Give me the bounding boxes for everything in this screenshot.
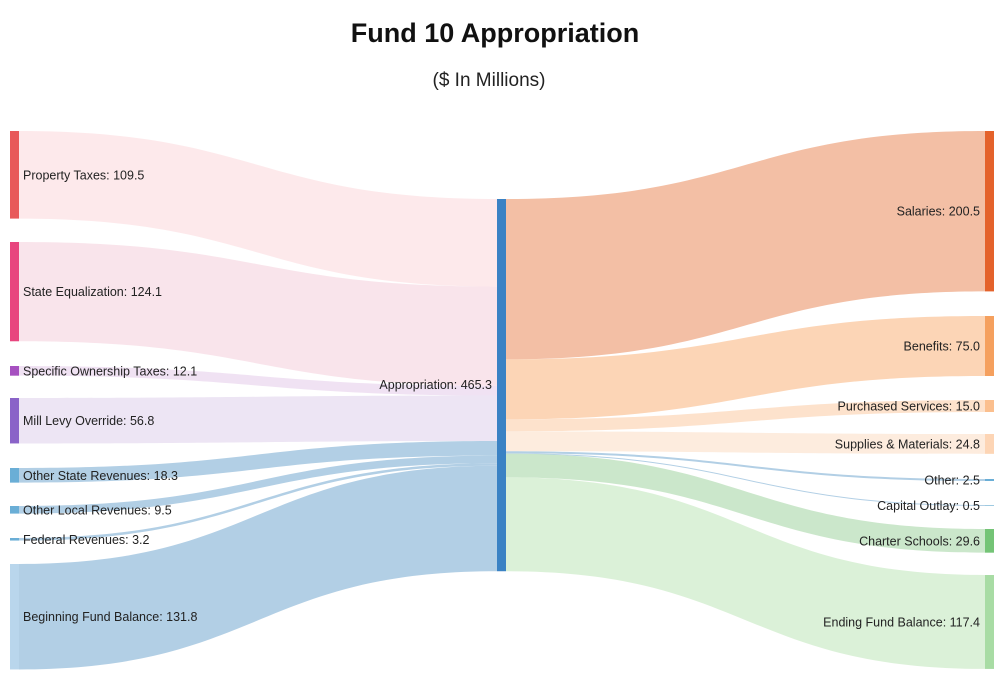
- target-node: [985, 479, 994, 481]
- source-label: Other State Revenues: 18.3: [23, 469, 178, 483]
- target-node: [985, 316, 994, 376]
- source-node: [10, 242, 19, 342]
- link-property-taxes: [19, 131, 497, 287]
- center-label: Appropriation: 465.3: [379, 378, 492, 392]
- source-label: Beginning Fund Balance: 131.8: [23, 610, 197, 624]
- link-federal-revenues: [19, 463, 497, 541]
- target-label: Charter Schools: 29.6: [859, 534, 980, 548]
- source-node: [10, 506, 19, 514]
- chart-subtitle: ($ In Millions): [432, 70, 546, 91]
- source-node: [10, 468, 19, 483]
- target-node: [985, 529, 994, 553]
- link-other-local-revenues: [19, 455, 497, 514]
- target-label: Purchased Services: 15.0: [838, 400, 980, 414]
- target-label: Supplies & Materials: 24.8: [835, 437, 980, 451]
- link-purchased-services: [506, 400, 985, 432]
- source-label: Specific Ownership Taxes: 12.1: [23, 364, 197, 378]
- source-node: [10, 538, 19, 541]
- link-mill-levy-override: [19, 395, 497, 444]
- source-node: [10, 366, 19, 376]
- source-label: State Equalization: 124.1: [23, 285, 162, 299]
- source-label: Property Taxes: 109.5: [23, 168, 144, 182]
- source-label: Federal Revenues: 3.2: [23, 533, 150, 547]
- link-salaries: [506, 131, 985, 360]
- link-other: [506, 451, 985, 481]
- target-label: Benefits: 75.0: [904, 340, 980, 354]
- source-node: [10, 131, 19, 219]
- source-node: [10, 398, 19, 444]
- target-label: Salaries: 200.5: [897, 205, 980, 219]
- link-specific-ownership-taxes: [19, 366, 497, 396]
- link-supplies-materials: [506, 431, 985, 454]
- link-charter-schools: [506, 453, 985, 553]
- chart-title: Fund 10 Appropriation: [350, 18, 640, 48]
- target-node: [985, 505, 994, 506]
- link-state-equalization: [19, 242, 497, 386]
- link-beginning-fund-balance: [19, 465, 497, 670]
- link-benefits: [506, 316, 985, 420]
- link-capital-outlay: [506, 453, 985, 506]
- source-label: Other Local Revenues: 9.5: [23, 503, 172, 517]
- target-node: [985, 131, 994, 292]
- target-label: Ending Fund Balance: 117.4: [823, 615, 980, 629]
- target-node: [985, 575, 994, 669]
- target-node: [985, 400, 994, 412]
- source-label: Mill Levy Override: 56.8: [23, 414, 154, 428]
- center-node: [497, 199, 506, 572]
- source-node: [10, 564, 19, 670]
- target-node: [985, 434, 994, 454]
- link-ending-fund-balance: [506, 477, 985, 669]
- target-label: Capital Outlay: 0.5: [877, 499, 980, 513]
- link-other-state-revenues: [19, 441, 497, 483]
- target-label: Other: 2.5: [924, 474, 980, 488]
